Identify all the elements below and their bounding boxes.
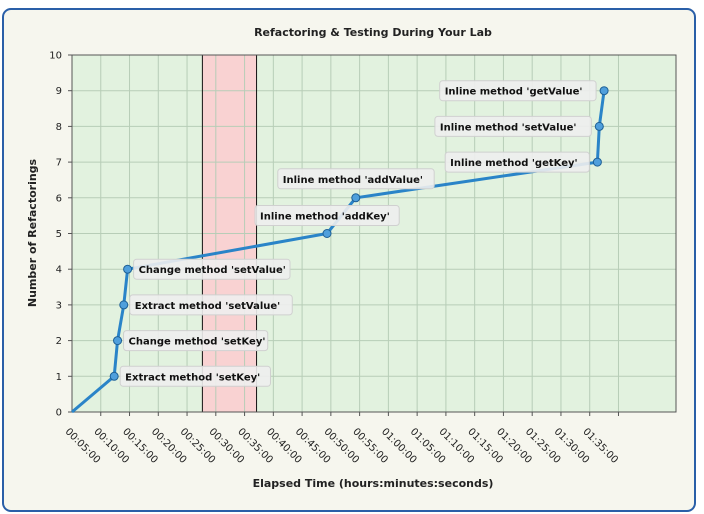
annotation-label: Inline method 'setValue' xyxy=(440,122,577,133)
annotation-box xyxy=(123,330,269,352)
annotation-label: Extract method 'setKey' xyxy=(125,372,260,383)
annotation-box xyxy=(439,80,597,102)
series-line xyxy=(71,90,606,414)
annotation-label: Inline method 'addKey' xyxy=(260,212,390,223)
annotation-box xyxy=(277,168,435,190)
x-axis-title: Elapsed Time (hours:minutes:seconds) xyxy=(253,477,494,490)
data-point xyxy=(594,121,604,131)
y-tick-label: 2 xyxy=(56,336,62,347)
data-point xyxy=(592,157,602,167)
data-point xyxy=(351,193,361,203)
annotation-label: Inline method 'getKey' xyxy=(450,158,577,169)
data-point xyxy=(123,264,133,274)
annotation-label: Inline method 'getValue' xyxy=(445,87,583,98)
annotation-label: Inline method 'addValue' xyxy=(283,175,423,186)
annotation-box xyxy=(434,115,592,137)
annotation-label: Extract method 'setValue' xyxy=(135,301,280,312)
data-point xyxy=(119,300,129,310)
y-tick-label: 6 xyxy=(56,193,62,204)
y-tick-label: 8 xyxy=(56,122,62,133)
y-tick-label: 3 xyxy=(56,300,62,311)
annotation-box xyxy=(444,151,590,173)
annotation-label: Change method 'setKey' xyxy=(129,337,266,348)
y-tick-label: 4 xyxy=(56,265,62,276)
chart-title: Refactoring & Testing During Your Lab xyxy=(254,26,492,39)
annotation-box xyxy=(129,294,293,316)
y-tick-label: 5 xyxy=(56,229,62,240)
plot-area: 01234567891000:05:0000:10:0000:15:0000:2… xyxy=(49,51,677,466)
y-tick-label: 9 xyxy=(56,86,62,97)
data-point xyxy=(109,371,119,381)
y-axis-title: Number of Refactorings xyxy=(26,158,39,307)
y-tick-label: 0 xyxy=(56,408,62,419)
y-tick-label: 1 xyxy=(56,372,62,383)
y-tick-label: 10 xyxy=(49,51,62,62)
data-point xyxy=(322,229,332,238)
annotation-box xyxy=(133,258,291,280)
annotation-box xyxy=(254,205,400,226)
annotation-label: Change method 'setValue' xyxy=(139,265,286,276)
data-point xyxy=(599,86,609,96)
y-tick-label: 7 xyxy=(56,158,62,169)
data-point xyxy=(113,336,123,346)
annotation-box xyxy=(119,365,271,387)
